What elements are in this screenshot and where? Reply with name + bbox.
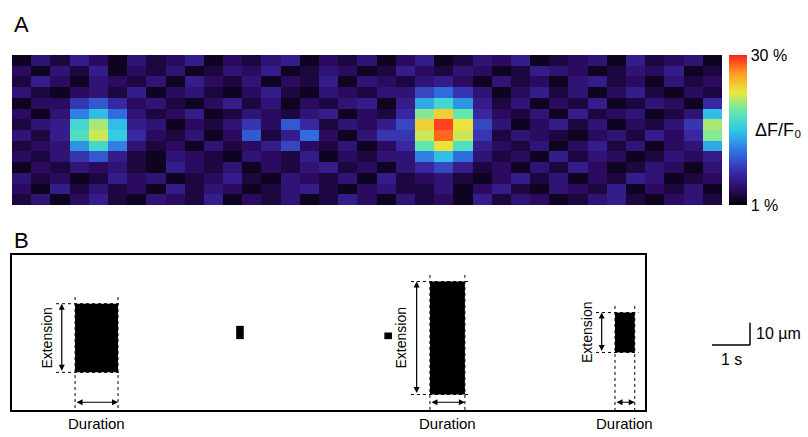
svg-text:Duration: Duration xyxy=(596,415,653,432)
svg-text:A: A xyxy=(14,12,29,37)
svg-text:30 %: 30 % xyxy=(751,47,787,64)
svg-text:Duration: Duration xyxy=(419,415,476,432)
svg-text:ΔF/F₀: ΔF/F₀ xyxy=(755,120,802,140)
svg-text:Extension: Extension xyxy=(579,302,595,363)
svg-text:1 s: 1 s xyxy=(721,351,742,368)
svg-text:Duration: Duration xyxy=(68,415,125,432)
svg-text:1 %: 1 % xyxy=(751,197,779,214)
svg-text:Extension: Extension xyxy=(393,307,409,368)
svg-text:B: B xyxy=(14,228,29,253)
svg-text:Extension: Extension xyxy=(39,307,55,368)
svg-text:10 µm: 10 µm xyxy=(756,325,801,342)
